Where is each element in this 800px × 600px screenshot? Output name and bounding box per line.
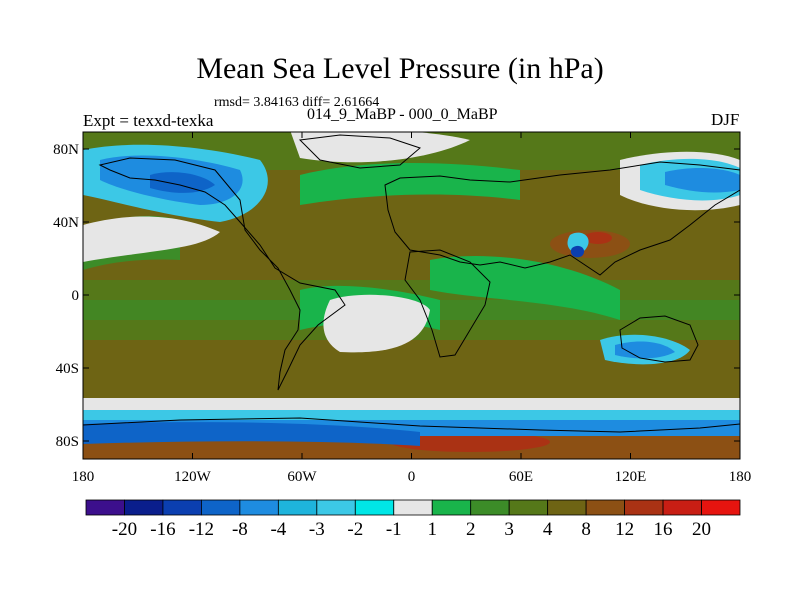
colorbar-swatch <box>624 499 664 516</box>
colorbar-label: -1 <box>386 519 402 540</box>
field-band-neutral-south <box>83 398 740 410</box>
colorbar-swatch <box>547 499 587 516</box>
colorbar-label: -4 <box>270 519 286 540</box>
colorbar-swatch <box>124 499 164 516</box>
outline-antarctica <box>83 417 740 433</box>
colorbar-swatch <box>162 499 202 516</box>
experiment-label: Expt = texxd-texka <box>83 111 214 130</box>
colorbar-swatch <box>701 499 741 516</box>
field-low-tibet-core <box>570 245 585 258</box>
colorbar-label: 16 <box>654 519 673 540</box>
axis-ticks <box>82 132 741 459</box>
field-neutral-atlantic <box>323 294 430 353</box>
x-tick-label: 60W <box>287 469 317 485</box>
colorbar-swatch <box>470 499 510 516</box>
colorbar-label: -20 <box>112 519 137 540</box>
x-tick-label: 120W <box>174 469 212 485</box>
field-neutral-greenland <box>290 132 470 163</box>
comparison-label: 014_9_MaBP - 000_0_MaBP <box>307 106 498 123</box>
colorbar-label: -2 <box>347 519 363 540</box>
map-field <box>83 132 740 459</box>
field-low-australia-core <box>615 341 675 359</box>
colorbar-swatch <box>393 499 433 516</box>
outline-africa <box>404 249 491 358</box>
colorbar-label: -8 <box>232 519 248 540</box>
outline-australia <box>619 315 699 363</box>
colorbar-label: 8 <box>581 519 591 540</box>
x-tick-label: 180 <box>72 469 95 485</box>
continent-outlines <box>83 134 740 433</box>
outline-eurasia <box>384 161 740 276</box>
colorbar-label: 12 <box>615 519 634 540</box>
colorbar <box>85 499 741 516</box>
field-neutral-pacific <box>83 216 220 262</box>
colorbar-label: 3 <box>504 519 514 540</box>
field-high-antarctic <box>390 432 550 452</box>
y-tick-label: 80S <box>56 434 79 450</box>
colorbar-label: 20 <box>692 519 711 540</box>
outline-americas <box>98 157 346 391</box>
colorbar-labels: -20 -16 -12 -8 -4 -3 -2 -1 1 2 3 4 8 12 16 20 <box>112 519 711 540</box>
colorbar-swatch <box>85 499 125 516</box>
x-tick-label: 180 <box>729 469 752 485</box>
field-low-siberia-core <box>665 168 740 193</box>
field-north-atlantic <box>300 163 520 205</box>
colorbar-swatch <box>354 499 395 516</box>
field-high-tibet <box>584 232 612 244</box>
colorbar-swatch <box>316 499 356 516</box>
colorbar-label: -12 <box>189 519 214 540</box>
colorbar-swatch <box>239 499 279 516</box>
colorbar-label: 2 <box>466 519 476 540</box>
outline-greenland <box>298 134 421 169</box>
colorbar-swatch <box>585 499 625 516</box>
colorbar-label: 1 <box>427 519 437 540</box>
chart-title: Mean Sea Level Pressure (in hPa) <box>196 52 604 85</box>
colorbar-swatch <box>277 499 318 516</box>
y-tick-label: 40S <box>56 361 79 377</box>
y-tick-label: 0 <box>72 288 80 304</box>
x-tick-label: 120E <box>615 469 647 485</box>
y-tick-label: 80N <box>53 142 79 158</box>
field-indian-ocean <box>430 255 620 320</box>
season-label: DJF <box>711 110 740 129</box>
colorbar-swatch <box>431 499 472 516</box>
field-band-cyan <box>83 410 740 420</box>
colorbar-label: -16 <box>150 519 175 540</box>
colorbar-swatch <box>662 499 702 516</box>
field-band-deep-blue <box>83 422 420 446</box>
axis-tick-labels: 180 120W 60W 0 60E 120E 180 80N 40N 0 40S 80S <box>53 142 751 485</box>
colorbar-label: -3 <box>309 519 325 540</box>
x-tick-label: 60E <box>509 469 533 485</box>
colorbar-swatch <box>201 499 241 516</box>
x-tick-label: 0 <box>408 469 416 485</box>
y-tick-label: 40N <box>53 215 79 231</box>
stats-label: rmsd= 3.84163 diff= 2.61664 <box>214 95 380 110</box>
colorbar-label: 4 <box>543 519 553 540</box>
colorbar-swatch <box>508 499 549 516</box>
field-low-north-america-center <box>150 172 215 193</box>
